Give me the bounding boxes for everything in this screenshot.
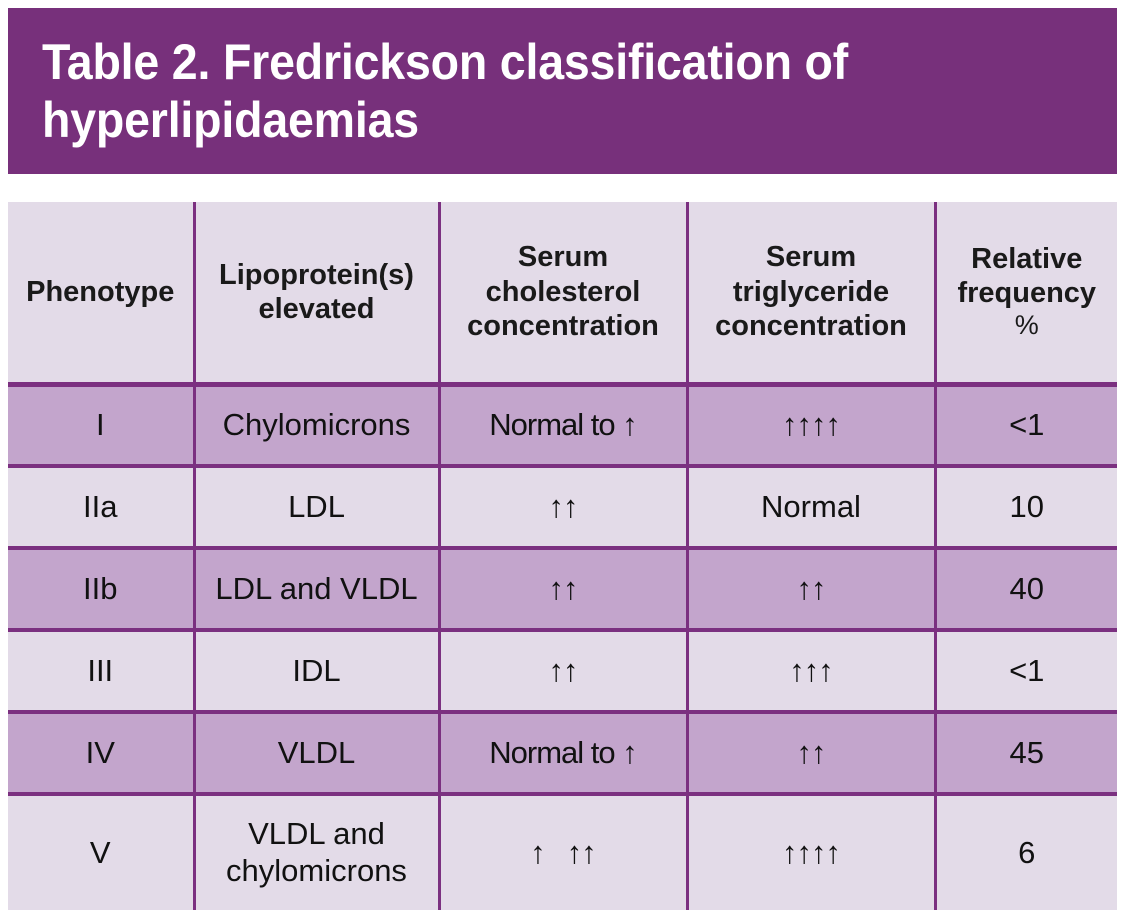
- fredrickson-classification-table: Phenotype Lipoprotein(s) elevated Serum …: [8, 202, 1117, 910]
- cell-frequency: 45: [933, 712, 1117, 796]
- cell-frequency: 6: [933, 794, 1117, 910]
- table-row: V VLDL and chylomicrons ↑ ↑↑ ↑↑↑↑ 6: [8, 794, 1117, 910]
- cell-lipoproteins: IDL: [192, 630, 439, 714]
- cell-frequency: <1: [933, 630, 1117, 714]
- cell-lipoproteins: Chylomicrons: [192, 384, 439, 468]
- column-header-triglyceride: Serum triglyceride concentration: [685, 202, 935, 384]
- cell-phenotype: III: [8, 630, 194, 714]
- cell-lipoproteins: LDL: [192, 466, 439, 550]
- cell-triglyceride: ↑↑↑: [685, 630, 935, 714]
- cell-triglyceride: ↑↑↑↑: [685, 384, 935, 468]
- cell-cholesterol: ↑ ↑↑: [437, 794, 687, 910]
- cell-lipoproteins: VLDL and chylomicrons: [192, 794, 439, 910]
- cell-cholesterol: ↑↑: [437, 630, 687, 714]
- table-header-row: Phenotype Lipoprotein(s) elevated Serum …: [8, 202, 1117, 384]
- percent-symbol: %: [1014, 310, 1039, 341]
- table-row: IIa LDL ↑↑ Normal 10: [8, 466, 1117, 550]
- cell-lipoproteins: LDL and VLDL: [192, 548, 439, 632]
- cell-triglyceride: ↑↑↑↑: [685, 794, 935, 910]
- title-banner: Table 2. Fredrickson classification of h…: [8, 8, 1117, 174]
- cell-triglyceride: ↑↑: [685, 712, 935, 796]
- cell-phenotype: IIb: [8, 548, 194, 632]
- column-header-frequency-label: Relative frequency: [957, 242, 1097, 309]
- cell-triglyceride: Normal: [685, 466, 935, 550]
- page-title: Table 2. Fredrickson classification of h…: [42, 34, 849, 148]
- table-row: IIb LDL and VLDL ↑↑ ↑↑ 40: [8, 548, 1117, 632]
- cell-phenotype: V: [8, 794, 194, 910]
- table-header: Phenotype Lipoprotein(s) elevated Serum …: [8, 202, 1117, 384]
- cell-phenotype: I: [8, 384, 194, 468]
- cell-phenotype: IIa: [8, 466, 194, 550]
- cell-triglyceride: ↑↑: [685, 548, 935, 632]
- arrow-group-double: ↑↑: [566, 834, 597, 870]
- column-header-phenotype: Phenotype: [8, 202, 194, 384]
- cell-cholesterol: Normal to ↑: [437, 384, 687, 468]
- arrow-group-single: ↑: [530, 834, 545, 870]
- column-header-lipoproteins: Lipoprotein(s) elevated: [192, 202, 439, 384]
- cell-frequency: <1: [933, 384, 1117, 468]
- cell-cholesterol: ↑↑: [437, 548, 687, 632]
- cell-phenotype: IV: [8, 712, 194, 796]
- cell-lipoproteins: VLDL: [192, 712, 439, 796]
- cell-cholesterol: Normal to ↑: [437, 712, 687, 796]
- column-header-frequency: Relative frequency%: [933, 202, 1117, 384]
- table-row: IV VLDL Normal to ↑ ↑↑ 45: [8, 712, 1117, 796]
- cell-frequency: 10: [933, 466, 1117, 550]
- cell-frequency: 40: [933, 548, 1117, 632]
- column-header-cholesterol: Serum cholesterol concentration: [437, 202, 687, 384]
- cell-cholesterol: ↑↑: [437, 466, 687, 550]
- table-body: I Chylomicrons Normal to ↑ ↑↑↑↑ <1 IIa L…: [8, 384, 1117, 910]
- table-row: I Chylomicrons Normal to ↑ ↑↑↑↑ <1: [8, 384, 1117, 468]
- table-row: III IDL ↑↑ ↑↑↑ <1: [8, 630, 1117, 714]
